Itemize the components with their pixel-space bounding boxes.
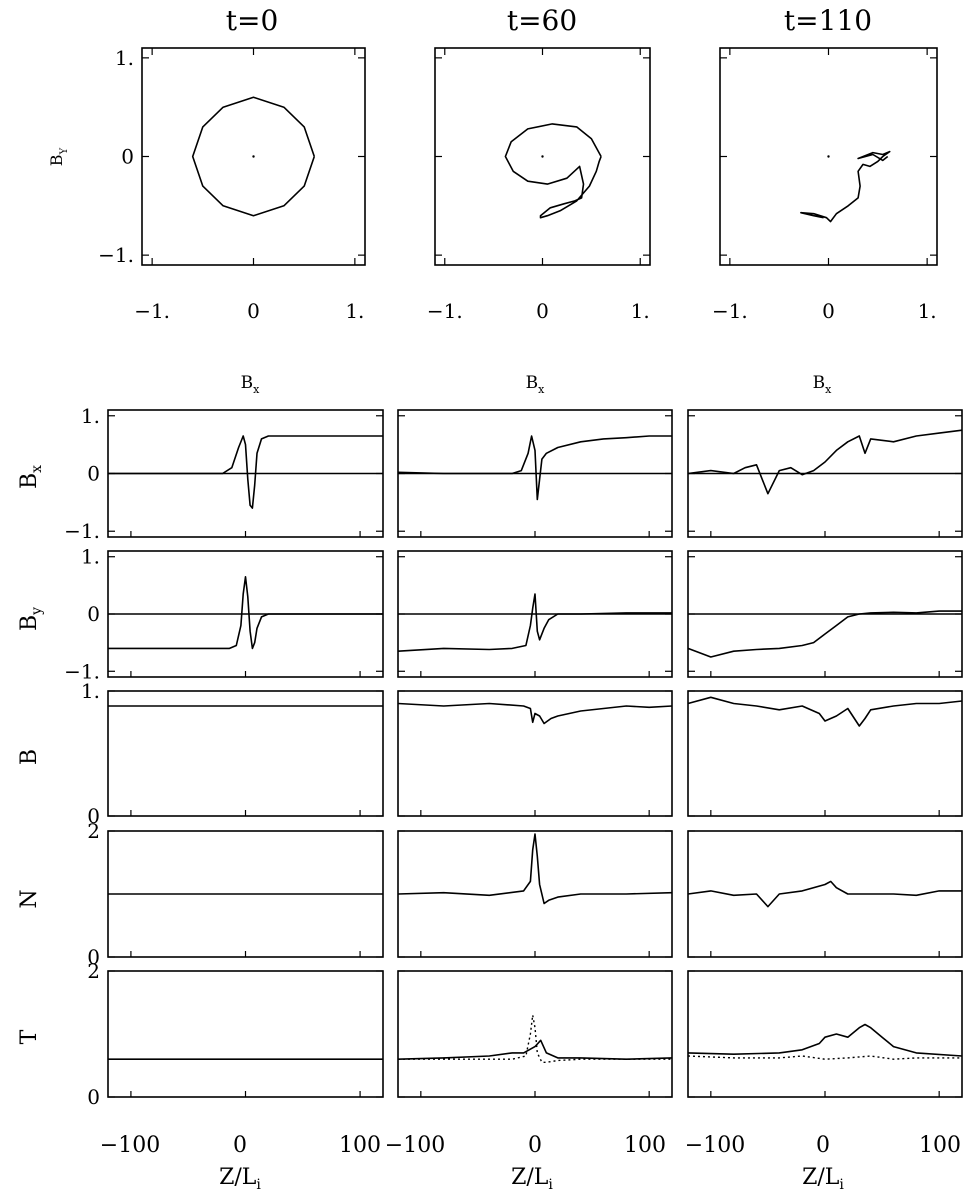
x-tick-label: −100: [100, 1133, 160, 1158]
x-tick-label: 0: [233, 1133, 247, 1158]
y-tick-label: 0: [87, 602, 100, 626]
hodograph-panel-2: −1. 0 1.: [712, 47, 938, 323]
hodograph-x-tick-label: 1.: [345, 299, 364, 323]
y-tick-label: −1.: [64, 519, 100, 543]
x-tick-label: 100: [919, 1133, 961, 1158]
hodograph-panel-0: −1. 0 1.: [134, 47, 366, 323]
y-tick-label: 0: [87, 1085, 100, 1109]
hodograph-title-0: t=0: [226, 4, 279, 37]
profile-curve: [397, 435, 672, 501]
column-label-0: Bx: [241, 373, 261, 396]
profile-panel-1-1: [397, 550, 673, 678]
profile-curve: [687, 429, 963, 495]
hodograph-x-tick-label: 0: [536, 299, 549, 323]
panel-frame: [687, 970, 963, 1098]
origin-dot: [827, 155, 830, 158]
profile-curve: [108, 435, 383, 509]
profile-curve: [687, 880, 962, 908]
x-tick-label: 0: [528, 1133, 542, 1158]
x-tick-label: −100: [685, 1133, 745, 1158]
profile-panel-3-0: [107, 830, 384, 958]
profile-panel-0-2: [687, 409, 963, 538]
profile-curve: [397, 702, 673, 725]
profile-curve: [397, 1039, 673, 1060]
panel-frame: [397, 690, 673, 817]
panel-frame: [107, 690, 384, 817]
profile-panel-0-0: [107, 409, 384, 538]
hodograph-x-tick-label: 0: [822, 299, 835, 323]
profile-panel-0-1: [397, 409, 673, 538]
y-tick-label: 1.: [81, 545, 100, 569]
y-tick-label: −1.: [64, 659, 100, 683]
profile-curve: [108, 576, 383, 650]
profile-curve-dotted: [687, 1055, 962, 1060]
profile-panel-2-1: [397, 690, 673, 817]
hodograph-panel-1: −1. 0 1.: [427, 47, 651, 323]
hodograph-x-tick-label: −1.: [134, 299, 170, 323]
x-tick-label: 0: [816, 1133, 830, 1158]
panel-frame: [107, 970, 384, 1098]
y-tick-label: 2: [87, 819, 100, 843]
profile-panel-1-0: [107, 550, 384, 678]
y-tick-label: 1.: [81, 679, 100, 703]
hodograph-title-1: t=60: [507, 4, 577, 37]
panel-frame: [397, 970, 673, 1098]
profile-panel-2-2: [687, 690, 963, 817]
profile-curve-dotted: [398, 1014, 672, 1063]
hodograph-y-label: BY: [47, 147, 70, 166]
hodograph-x-tick-label: 1.: [918, 299, 937, 323]
profile-curve: [687, 610, 962, 658]
row-label-0: Bx: [17, 465, 45, 489]
hodograph-y-tick-label: 1.: [115, 46, 134, 70]
x-tick-label: 100: [624, 1133, 666, 1158]
row-label-1: By: [17, 607, 45, 631]
x-tick-label: 100: [339, 1133, 381, 1158]
hodograph-x-tick-label: −1.: [712, 299, 748, 323]
row-label-3: N: [17, 889, 42, 908]
profile-panel-3-2: [687, 830, 963, 958]
profile-curve: [397, 833, 673, 905]
x-tick-label: −100: [385, 1133, 445, 1158]
profile-panel-3-1: [397, 830, 673, 958]
origin-dot: [252, 155, 255, 158]
x-axis-label-2: Z/Li: [802, 1165, 844, 1193]
column-label-2: Bx: [813, 373, 833, 396]
hodograph-curve: [504, 123, 602, 219]
hodograph-y-tick-label: −1.: [98, 243, 134, 267]
hodograph-curve: [800, 150, 891, 223]
hodograph-y-tick-label: 0: [121, 145, 134, 169]
row-label-2: B: [17, 749, 42, 765]
y-tick-label: 0: [87, 804, 100, 828]
origin-dot: [541, 155, 544, 158]
hodograph-x-tick-label: 0: [247, 299, 260, 323]
y-tick-label: 0: [87, 462, 100, 486]
profile-curve: [687, 1023, 963, 1057]
x-axis-label-0: Z/Li: [219, 1165, 261, 1193]
profile-panel-1-2: [687, 550, 963, 678]
column-label-1: Bx: [526, 373, 546, 396]
profile-panel-4-0: [107, 970, 384, 1098]
profile-curve: [397, 593, 672, 652]
hodograph-title-2: t=110: [784, 4, 872, 37]
hodograph-x-tick-label: 1.: [631, 299, 650, 323]
profile-panel-4-1: [397, 970, 673, 1098]
hodograph-curve: [191, 96, 316, 217]
y-tick-label: 1.: [81, 404, 100, 428]
x-axis-label-1: Z/Li: [511, 1165, 553, 1193]
profile-curve: [687, 696, 963, 727]
y-tick-label: 0: [87, 945, 100, 969]
profile-panel-2-0: [107, 690, 384, 817]
profile-panel-4-2: [687, 970, 963, 1098]
panel-frame: [687, 690, 963, 817]
hodograph-x-tick-label: −1.: [427, 299, 463, 323]
y-tick-label: 2: [87, 959, 100, 983]
row-label-4: T: [17, 1029, 42, 1044]
